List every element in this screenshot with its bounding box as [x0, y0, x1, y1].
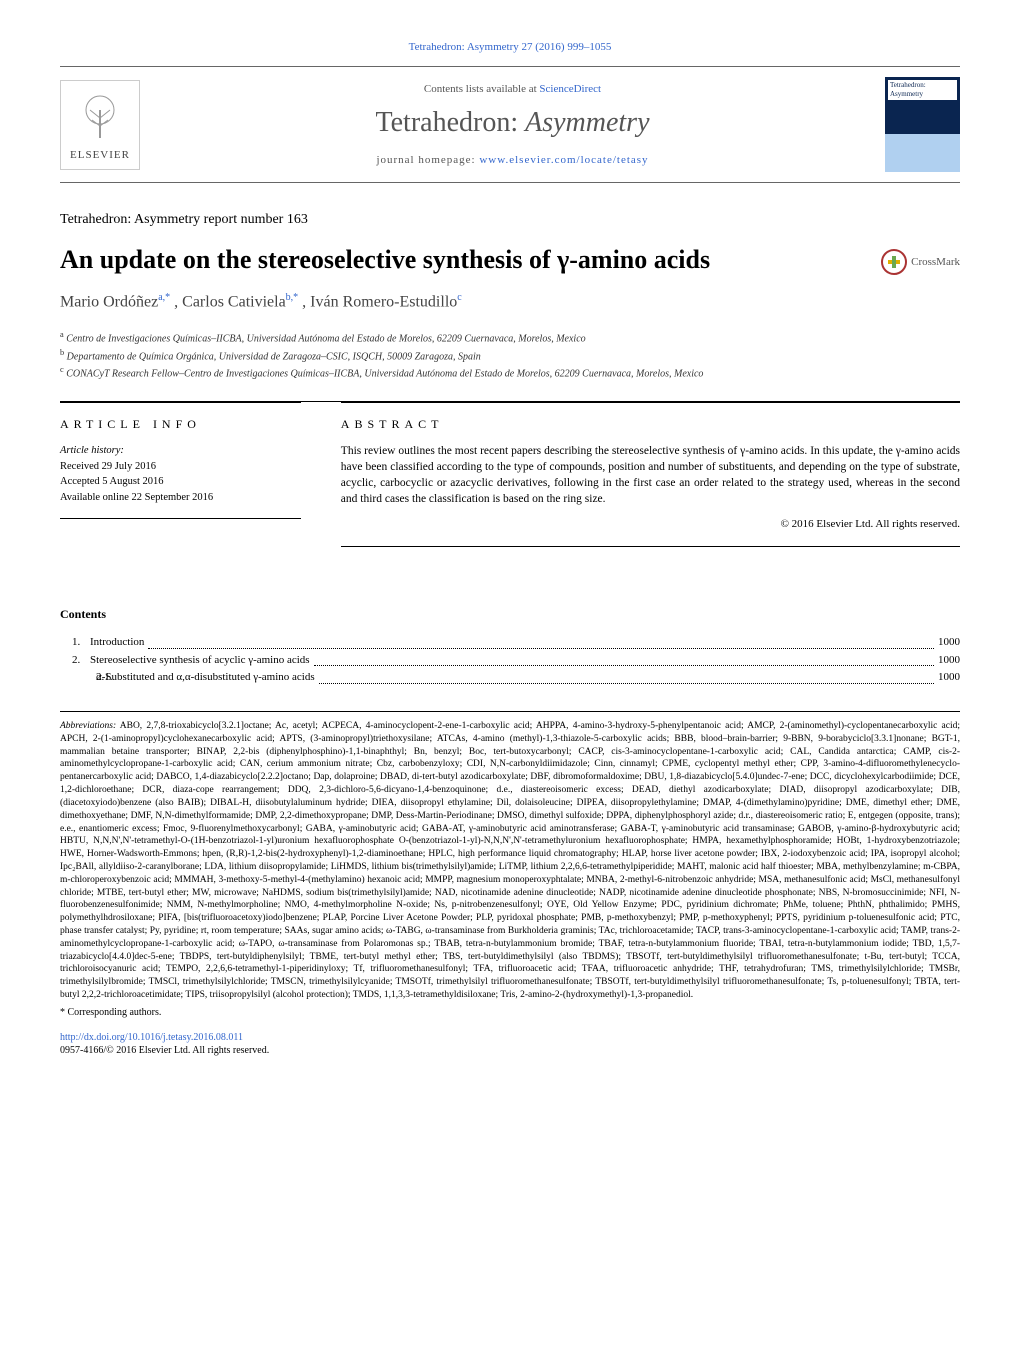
journal-name-plain: Tetrahedron:	[375, 107, 525, 138]
contents-heading: Contents	[60, 607, 960, 623]
citation-link[interactable]: Tetrahedron: Asymmetry 27 (2016) 999–105…	[60, 40, 960, 54]
authors-line: Mario Ordóñeza,* , Carlos Cativielab,* ,…	[60, 291, 960, 313]
article-info-col: ARTICLE INFO Article history: Received 2…	[60, 401, 301, 546]
article-info-heading: ARTICLE INFO	[60, 417, 301, 433]
sciencedirect-link[interactable]: ScienceDirect	[539, 83, 601, 95]
history-received: Received 29 July 2016	[60, 459, 301, 475]
abstract-heading: ABSTRACT	[341, 417, 960, 433]
toc-page: 1000	[938, 634, 960, 652]
corresponding-authors: * Corresponding authors.	[60, 1006, 960, 1020]
toc-title: Stereoselective synthesis of acyclic γ-a…	[90, 652, 310, 670]
toc-num: 1.	[60, 634, 90, 652]
affiliation-b: b Departamento de Química Orgánica, Univ…	[60, 347, 960, 364]
affiliation-c: c CONACyT Research Fellow–Centro de Inve…	[60, 364, 960, 381]
journal-name: Tetrahedron: Asymmetry	[140, 105, 885, 141]
toc-page: 1000	[938, 669, 960, 687]
contents-line-pre: Contents lists available at	[424, 83, 539, 95]
crossmark-label: CrossMark	[911, 255, 960, 269]
info-abstract-row: ARTICLE INFO Article history: Received 2…	[60, 401, 960, 546]
homepage-line: journal homepage: www.elsevier.com/locat…	[140, 153, 885, 167]
doi-link[interactable]: http://dx.doi.org/10.1016/j.tetasy.2016.…	[60, 1032, 243, 1043]
affiliation-a: a Centro de Investigaciones Químicas–IIC…	[60, 329, 960, 346]
history-label: Article history:	[60, 443, 301, 459]
article-title: An update on the stereoselective synthes…	[60, 243, 960, 277]
toc-dots	[319, 669, 934, 684]
journal-name-italic: Asymmetry	[525, 107, 649, 138]
toc-dots	[314, 652, 934, 667]
history-accepted: Accepted 5 August 2016	[60, 474, 301, 490]
cover-label: Tetrahedron: Asymmetry	[888, 80, 957, 100]
crossmark-icon	[881, 249, 907, 275]
toc-dots	[148, 634, 934, 649]
abstract-col: ABSTRACT This review outlines the most r…	[341, 401, 960, 546]
author-2: , Carlos Cativiela	[174, 294, 286, 311]
toc-row: 1. Introduction 1000	[60, 634, 960, 652]
issn-line: 0957-4166/© 2016 Elsevier Ltd. All right…	[60, 1044, 960, 1057]
author-1-sup: a,*	[158, 292, 170, 303]
journal-cover-thumb: Tetrahedron: Asymmetry	[885, 77, 960, 172]
author-3-sup: c	[457, 292, 461, 303]
toc-title: Introduction	[90, 634, 144, 652]
affiliation-a-text: Centro de Investigaciones Químicas–IICBA…	[66, 334, 585, 345]
header-band: ELSEVIER Contents lists available at Sci…	[60, 66, 960, 183]
elsevier-tree-icon	[70, 88, 130, 148]
table-of-contents: 1. Introduction 1000 2. Stereoselective …	[60, 634, 960, 687]
article-history: Article history: Received 29 July 2016 A…	[60, 443, 301, 519]
abbrev-body: ABO, 2,7,8-trioxabicyclo[3.2.1]octane; A…	[60, 721, 960, 1000]
toc-row: 2.1. α-Substituted and α,α-disubstituted…	[60, 669, 960, 687]
author-1: Mario Ordóñez	[60, 294, 158, 311]
toc-row: 2. Stereoselective synthesis of acyclic …	[60, 652, 960, 670]
affiliations: a Centro de Investigaciones Químicas–IIC…	[60, 329, 960, 381]
abbrev-label: Abbreviations:	[60, 721, 116, 731]
report-number: Tetrahedron: Asymmetry report number 163	[60, 211, 960, 229]
header-center: Contents lists available at ScienceDirec…	[140, 82, 885, 167]
toc-title: α-Substituted and α,α-disubstituted γ-am…	[96, 669, 315, 687]
homepage-link[interactable]: www.elsevier.com/locate/tetasy	[479, 154, 648, 166]
copyright-line: © 2016 Elsevier Ltd. All rights reserved…	[341, 517, 960, 546]
contents-available-line: Contents lists available at ScienceDirec…	[140, 82, 885, 96]
toc-num: 2.1.	[60, 669, 96, 687]
homepage-pre: journal homepage:	[376, 154, 479, 166]
page-footer: http://dx.doi.org/10.1016/j.tetasy.2016.…	[60, 1031, 960, 1057]
history-online: Available online 22 September 2016	[60, 490, 301, 506]
author-2-sup: b,*	[286, 292, 299, 303]
abstract-text: This review outlines the most recent pap…	[341, 443, 960, 507]
toc-page: 1000	[938, 652, 960, 670]
toc-num: 2.	[60, 652, 90, 670]
crossmark-badge[interactable]: CrossMark	[881, 249, 960, 275]
elsevier-label: ELSEVIER	[70, 148, 130, 162]
affiliation-b-text: Departamento de Química Orgánica, Univer…	[67, 351, 481, 362]
elsevier-logo: ELSEVIER	[60, 80, 140, 170]
affiliation-c-text: CONACyT Research Fellow–Centro de Invest…	[66, 368, 703, 379]
author-3: , Iván Romero-Estudillo	[302, 294, 457, 311]
abbreviations-block: Abbreviations: ABO, 2,7,8-trioxabicyclo[…	[60, 711, 960, 1019]
